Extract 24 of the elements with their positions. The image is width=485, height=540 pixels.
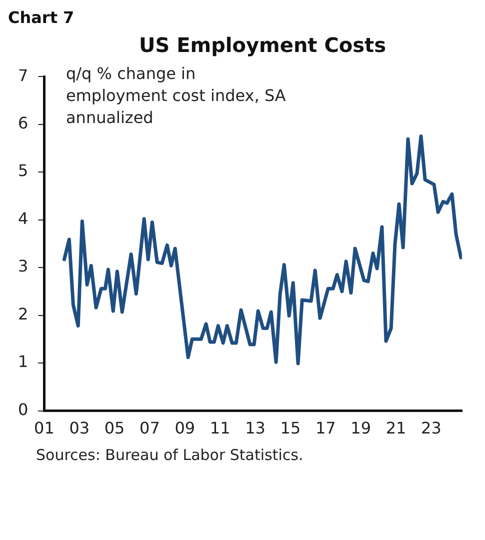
- x-tick-label: 11: [210, 418, 230, 438]
- y-tick-label: 3: [18, 256, 28, 276]
- chart-title: US Employment Costs: [138, 33, 387, 57]
- caption: Chart 7: [8, 8, 76, 27]
- x-tick-label: 19: [350, 418, 372, 438]
- x-tick-label: 15: [280, 418, 301, 438]
- x-tick-label: 07: [140, 418, 160, 438]
- x-tick-label: 17: [315, 418, 336, 438]
- x-tick-label: 09: [174, 418, 196, 438]
- x-tick-label: 23: [421, 418, 442, 438]
- y-tick-label: 0: [18, 400, 28, 419]
- y-tick-label: 2: [18, 304, 28, 324]
- x-tick-label: 03: [69, 418, 90, 438]
- annotation: q/q % change in employment cost index, SA annualized: [66, 63, 287, 129]
- x-tick-label: 13: [245, 418, 266, 438]
- x-tick-label: 05: [104, 418, 125, 438]
- y-tick-label: 6: [18, 114, 28, 132]
- y-tick-label: 5: [18, 161, 28, 180]
- y-tick-label: 1: [18, 352, 28, 372]
- y-tick-label: 4: [18, 208, 28, 228]
- x-tick-label: 01: [34, 418, 54, 438]
- y-tick-label: 7: [18, 66, 28, 85]
- source-note: Sources: Bureau of Labor Statistics.: [35, 446, 304, 464]
- x-tick-label: 21: [386, 418, 406, 438]
